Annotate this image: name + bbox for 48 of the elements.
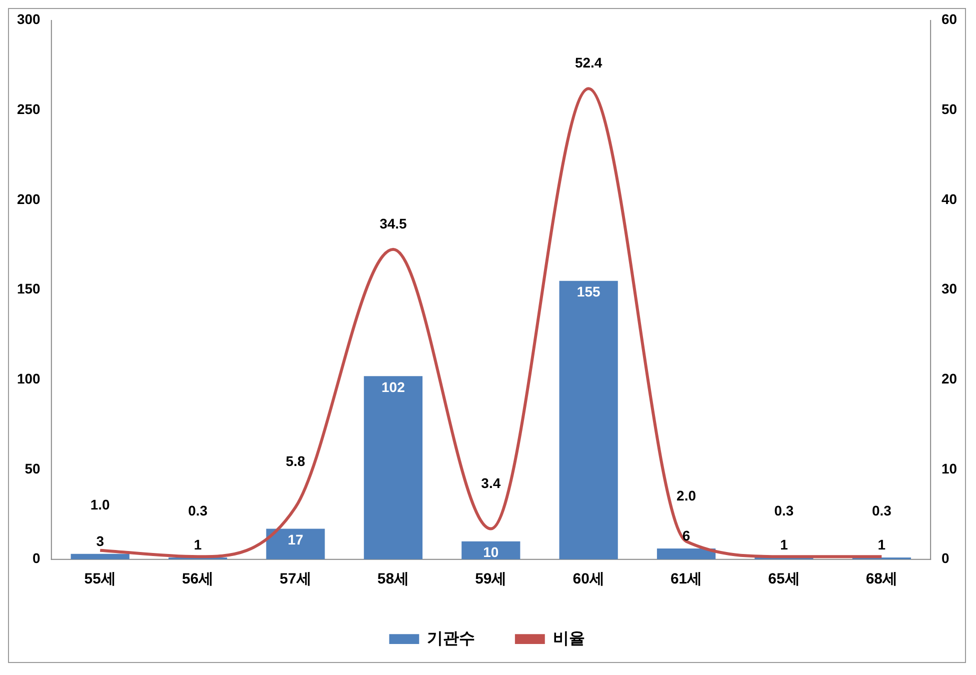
y-tick-label: 300 xyxy=(17,11,41,28)
data-label: 0.3 xyxy=(872,502,892,519)
data-label: 2.0 xyxy=(676,487,696,504)
x-tick-label: 61세 xyxy=(670,570,702,588)
y2-tick-label: 50 xyxy=(941,101,958,118)
y-tick-label: 100 xyxy=(17,370,41,387)
x-tick-label: 55세 xyxy=(84,570,116,588)
data-label: 1.0 xyxy=(90,496,110,512)
y-tick-label: 150 xyxy=(17,280,41,297)
data-label: 0.3 xyxy=(188,502,208,519)
bar xyxy=(266,528,325,560)
legend-label: 기관수 xyxy=(427,630,476,648)
data-label: 34.5 xyxy=(380,215,408,232)
y2-tick-label: 0 xyxy=(941,550,950,566)
data-label: 6 xyxy=(682,527,690,544)
y-tick-label: 50 xyxy=(24,460,41,476)
data-label: 155 xyxy=(576,284,600,300)
x-tick-label: 60세 xyxy=(572,570,604,588)
y2-tick-label: 40 xyxy=(941,190,958,207)
x-tick-label: 57세 xyxy=(280,570,312,588)
y2-tick-label: 20 xyxy=(941,370,958,387)
x-tick-label: 59세 xyxy=(475,570,507,588)
bar xyxy=(656,548,716,560)
x-tick-label: 58세 xyxy=(377,570,410,588)
data-label: 3 xyxy=(96,532,104,549)
y2-tick-label: 10 xyxy=(941,460,958,476)
data-label: 0.3 xyxy=(774,502,794,519)
y-tick-label: 250 xyxy=(17,101,41,118)
legend-label: 비율 xyxy=(552,630,585,648)
data-label: 10 xyxy=(483,544,499,560)
data-label: 102 xyxy=(382,378,406,395)
data-label: 1 xyxy=(780,536,788,552)
data-label: 1 xyxy=(878,536,886,552)
bar xyxy=(559,280,618,560)
data-label: 3.4 xyxy=(481,474,501,491)
x-tick-label: 65세 xyxy=(768,570,800,588)
data-label: 1 xyxy=(194,536,202,552)
data-label: 17 xyxy=(288,532,304,548)
y-tick-label: 0 xyxy=(32,550,41,566)
y2-tick-label: 60 xyxy=(941,11,958,28)
y-tick-label: 200 xyxy=(17,190,41,207)
bar xyxy=(70,554,130,560)
y2-tick-label: 30 xyxy=(941,280,958,297)
bar xyxy=(364,376,422,560)
data-label: 52.4 xyxy=(574,54,602,71)
x-tick-label: 56세 xyxy=(182,570,214,588)
x-tick-label: 68세 xyxy=(866,570,898,588)
data-label: 5.8 xyxy=(286,453,306,470)
